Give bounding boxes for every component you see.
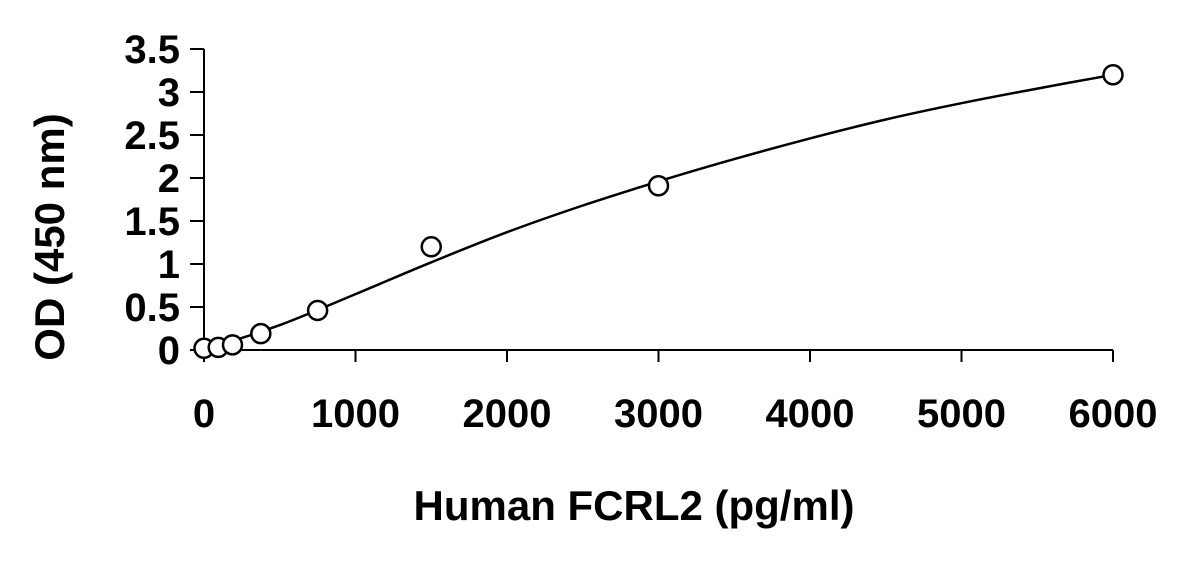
- y-tick-label: 1: [158, 243, 180, 287]
- x-tick-label: 6000: [1069, 392, 1158, 436]
- y-tick-label: 0: [158, 329, 180, 373]
- x-tick-label: 0: [193, 392, 215, 436]
- y-axis-title: OD (450 nm): [26, 113, 73, 360]
- y-tick-label: 2: [158, 157, 180, 201]
- y-ticks: 00.511.522.533.5: [124, 28, 204, 373]
- x-tick-label: 4000: [766, 392, 855, 436]
- data-point: [306, 299, 329, 322]
- x-axis-title: Human FCRL2 (pg/ml): [414, 482, 855, 529]
- fit-curve: [203, 73, 1114, 352]
- data-points: [193, 64, 1124, 360]
- data-point: [250, 322, 272, 345]
- data-point: [647, 174, 670, 197]
- y-tick-label: 0.5: [124, 286, 180, 330]
- y-tick-label: 3: [158, 71, 180, 115]
- axes: [203, 49, 1113, 351]
- y-tick-label: 1.5: [124, 200, 180, 244]
- x-tick-label: 1000: [311, 392, 400, 436]
- y-tick-label: 3.5: [124, 28, 180, 72]
- data-point: [221, 334, 244, 356]
- x-tick-label: 3000: [614, 392, 703, 436]
- x-tick-label: 2000: [463, 392, 552, 436]
- y-tick-label: 2.5: [124, 114, 180, 158]
- data-point: [420, 236, 442, 258]
- x-tick-label: 5000: [917, 392, 1006, 436]
- x-ticks: 0 1000 2000 3000 4000 5000 6000: [193, 350, 1158, 436]
- data-point: [1102, 64, 1124, 86]
